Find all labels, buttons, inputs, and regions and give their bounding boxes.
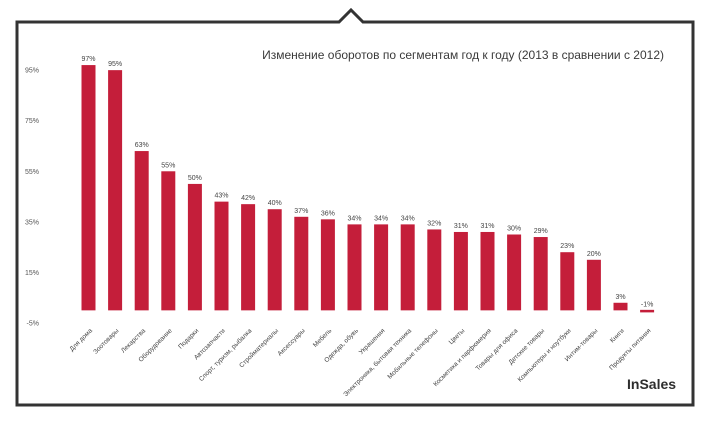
data-label: 50% [188,175,202,182]
bar [294,216,309,311]
bar [427,229,442,311]
bar [560,252,575,311]
bar [533,237,548,311]
data-label: 23% [560,243,574,250]
y-axis: -5% 15% 35% 55% 75% 95% [25,68,39,328]
data-label: 42% [241,195,255,202]
data-label: 37% [294,208,308,215]
logo-text: InSales [627,376,676,392]
bar [453,231,468,311]
data-label: -1% [641,301,653,308]
y-tick-label: 35% [25,219,39,226]
data-label: 31% [480,223,494,230]
bar [320,219,335,311]
data-label: 30% [507,226,521,233]
data-labels: 97% 95% 63% 55% 50% 43% 42% 40% 37% 36% 34% 34% 34% 3… [81,56,653,308]
y-tick-label: 95% [25,68,39,75]
insales-logo: InSales [627,376,676,392]
y-tick-label: 75% [25,118,39,125]
bar [347,224,362,311]
bar [267,209,282,311]
bar [374,224,389,311]
bar [81,65,96,311]
data-label: 63% [135,142,149,149]
chart-title: Изменение оборотов по сегментам год к го… [262,48,664,62]
bar [507,234,522,311]
bar [134,151,149,311]
bar [187,183,202,311]
bar [613,302,628,311]
data-label: 3% [615,294,625,301]
bar [640,309,655,313]
data-label: 20% [587,251,601,258]
y-tick-label: -5% [27,321,39,328]
bar [241,204,256,311]
data-label: 97% [81,56,95,63]
data-label: 34% [401,215,415,222]
bar [480,231,495,311]
data-label: 31% [454,223,468,230]
bar [214,201,229,311]
y-tick-label: 15% [25,270,39,277]
data-label: 95% [108,61,122,68]
data-label: 32% [427,220,441,227]
bar [400,224,415,311]
bar [586,259,601,311]
data-label: 43% [214,193,228,200]
data-label: 36% [321,210,335,217]
bar [161,171,176,311]
data-label: 29% [534,228,548,235]
panel-frame [15,7,695,407]
bar [108,70,123,311]
data-label: 34% [374,215,388,222]
bar-series [81,65,655,313]
data-label: 55% [161,162,175,169]
data-label: 34% [347,215,361,222]
data-label: 40% [268,200,282,207]
y-tick-label: 55% [25,169,39,176]
